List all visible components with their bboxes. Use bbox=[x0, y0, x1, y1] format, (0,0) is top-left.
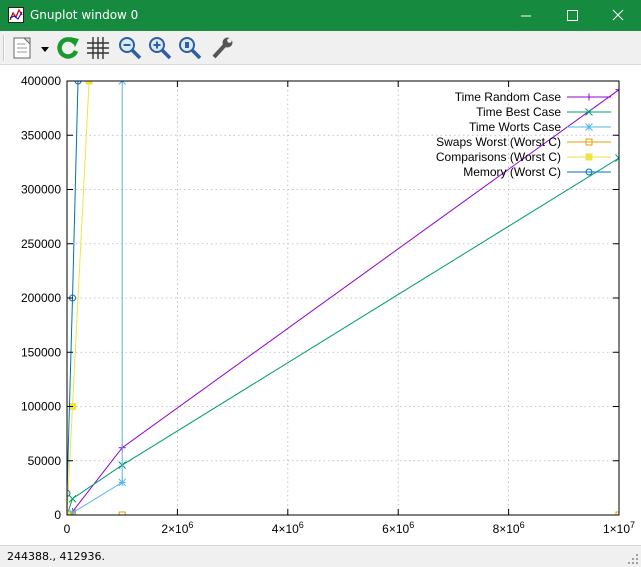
data-point bbox=[118, 81, 127, 85]
data-point bbox=[85, 81, 93, 85]
marker-stroke bbox=[585, 153, 593, 161]
marker-stroke bbox=[585, 108, 593, 116]
marker-stroke bbox=[585, 123, 593, 131]
status-bar: 244388., 412936. bbox=[0, 545, 641, 567]
y-tick-label: 0 bbox=[54, 508, 61, 522]
marker-stroke bbox=[118, 511, 126, 515]
marker-stroke bbox=[68, 494, 77, 503]
legend-label: Memory (Worst C) bbox=[463, 165, 561, 179]
data-point bbox=[585, 138, 593, 146]
close-button[interactable] bbox=[595, 0, 641, 31]
data-point bbox=[118, 511, 126, 515]
window-title: Gnuplot window 0 bbox=[30, 8, 139, 22]
marker-stroke bbox=[67, 511, 71, 515]
data-point bbox=[67, 511, 71, 515]
data-point bbox=[615, 154, 619, 162]
replot-icon[interactable] bbox=[54, 34, 82, 62]
data-point bbox=[585, 153, 593, 161]
gnuplot-app-icon[interactable] bbox=[8, 7, 24, 23]
minimize-button[interactable] bbox=[503, 0, 549, 31]
marker-stroke bbox=[585, 168, 593, 176]
marker-stroke bbox=[118, 478, 127, 487]
marker-stroke bbox=[585, 138, 593, 146]
x-tick-label: 1×107 bbox=[603, 520, 635, 536]
marker-stroke bbox=[74, 81, 82, 85]
legend-label: Time Best Case bbox=[476, 105, 561, 119]
chart: 0 50000 100000 150000 200000 250000 300000 3500… bbox=[21, 74, 635, 536]
mouse-coordinates: 244388., 412936. bbox=[7, 550, 105, 563]
y-tick-label: 250000 bbox=[21, 237, 61, 251]
legend-label: Time Worts Case bbox=[469, 120, 561, 134]
series-line bbox=[67, 81, 79, 494]
x-tick-label: 0 bbox=[64, 522, 71, 536]
series-group bbox=[67, 511, 619, 515]
data-point bbox=[74, 81, 82, 85]
data-point bbox=[585, 93, 593, 101]
data-point bbox=[68, 494, 77, 503]
marker-stroke bbox=[67, 489, 71, 497]
data-point bbox=[69, 511, 77, 515]
y-tick-label: 350000 bbox=[21, 128, 61, 142]
series-group bbox=[67, 154, 619, 515]
zoom-previous-icon[interactable] bbox=[176, 34, 204, 62]
data-point bbox=[585, 168, 593, 176]
x-tick-label: 2×106 bbox=[161, 520, 193, 536]
series-line bbox=[67, 157, 619, 515]
data-point bbox=[615, 86, 619, 94]
grid-icon[interactable] bbox=[84, 34, 112, 62]
legend-label: Time Random Case bbox=[455, 90, 562, 104]
marker-stroke bbox=[69, 511, 77, 515]
resize-grip-icon[interactable] bbox=[627, 553, 639, 565]
marker-stroke bbox=[615, 154, 619, 159]
x-tick-label: 8×106 bbox=[493, 520, 525, 536]
title-bar: Gnuplot window 0 bbox=[0, 0, 641, 31]
zoom-out-icon[interactable] bbox=[116, 34, 144, 62]
toolbar bbox=[0, 31, 641, 65]
data-point bbox=[67, 489, 71, 497]
marker-stroke bbox=[121, 81, 127, 85]
x-tick-label: 4×106 bbox=[272, 520, 304, 536]
zoom-in-icon[interactable] bbox=[146, 34, 174, 62]
toolbar-grip bbox=[3, 35, 5, 61]
y-tick-label: 400000 bbox=[21, 74, 61, 88]
copy-clipboard-icon[interactable] bbox=[10, 34, 52, 62]
legend-label: Comparisons (Worst C) bbox=[436, 150, 561, 164]
y-tick-label: 50000 bbox=[28, 454, 62, 468]
y-tick-label: 150000 bbox=[21, 345, 61, 359]
marker-stroke bbox=[69, 508, 77, 515]
legend-label: Swaps Worst (Worst C) bbox=[436, 135, 561, 149]
maximize-button[interactable] bbox=[549, 0, 595, 31]
data-point bbox=[585, 108, 593, 116]
y-tick-label: 100000 bbox=[21, 400, 61, 414]
options-wrench-icon[interactable] bbox=[208, 34, 236, 62]
marker-stroke bbox=[118, 81, 123, 85]
data-point bbox=[118, 478, 127, 487]
marker-stroke bbox=[615, 157, 619, 162]
data-point bbox=[585, 123, 593, 131]
plot-area[interactable]: 0 50000 100000 150000 200000 250000 300000 3500… bbox=[0, 65, 641, 545]
marker-stroke bbox=[85, 81, 93, 85]
y-tick-label: 300000 bbox=[21, 183, 61, 197]
y-tick-label: 200000 bbox=[21, 291, 61, 305]
x-tick-label: 6×106 bbox=[382, 520, 414, 536]
